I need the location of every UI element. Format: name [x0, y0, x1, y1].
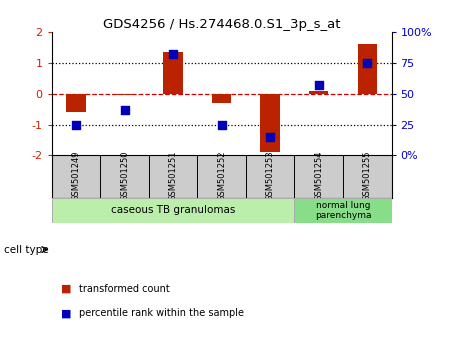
Text: transformed count: transformed count: [79, 284, 170, 293]
Bar: [163, 52, 183, 94]
Point: [121, 107, 128, 113]
Point: [315, 82, 322, 88]
Text: GSM501251: GSM501251: [169, 150, 178, 201]
Text: ■: ■: [61, 284, 71, 293]
Text: normal lung
parenchyma: normal lung parenchyma: [315, 201, 371, 220]
Text: GSM501255: GSM501255: [363, 150, 372, 201]
Text: GSM501249: GSM501249: [72, 150, 81, 201]
Text: ■: ■: [61, 308, 71, 318]
Point: [218, 122, 225, 127]
Bar: [66, 94, 86, 112]
Text: GSM501250: GSM501250: [120, 150, 129, 201]
Bar: [52, 198, 294, 223]
Bar: [261, 94, 280, 152]
Point: [364, 60, 371, 65]
Text: caseous TB granulomas: caseous TB granulomas: [111, 205, 235, 216]
Bar: [357, 44, 377, 94]
Point: [266, 134, 274, 140]
Bar: [294, 198, 392, 223]
Text: GSM501253: GSM501253: [266, 150, 274, 201]
Text: GSM501254: GSM501254: [314, 150, 323, 201]
Point: [72, 122, 80, 127]
Bar: [309, 91, 328, 94]
Text: GSM501252: GSM501252: [217, 150, 226, 201]
Text: percentile rank within the sample: percentile rank within the sample: [79, 308, 244, 318]
Text: cell type: cell type: [4, 245, 49, 255]
Bar: [212, 94, 231, 103]
Title: GDS4256 / Hs.274468.0.S1_3p_s_at: GDS4256 / Hs.274468.0.S1_3p_s_at: [103, 18, 340, 31]
Bar: [115, 94, 134, 95]
Point: [170, 51, 177, 57]
